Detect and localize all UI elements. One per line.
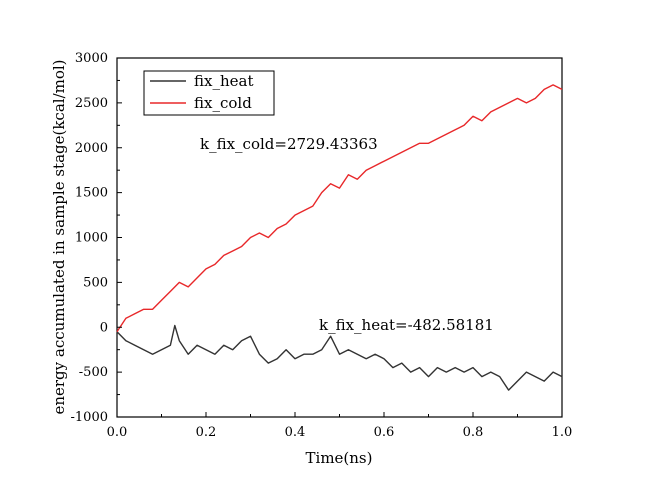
y-tick-label: -500: [79, 365, 108, 380]
series-line-fix-cold: [116, 84, 563, 333]
series-line-fix-heat: [116, 324, 563, 391]
x-axis: 0.0 0.2 0.4 0.6 0.8 1.0: [107, 412, 573, 440]
y-tick-label: 1500: [75, 186, 108, 201]
legend-box: [143, 70, 275, 116]
annotation-fix-cold: k_fix_cold=2729.43363: [200, 135, 378, 153]
x-tick-label: 0.4: [285, 425, 306, 440]
y-axis-label: energy accumulated in sample stage(kcal/…: [50, 59, 68, 414]
y-tick-label: 2500: [75, 96, 108, 111]
annotation-fix-heat: k_fix_heat=-482.58181: [319, 316, 494, 334]
legend-label-fix-heat: fix_heat: [194, 72, 253, 90]
x-tick-label: 0.6: [374, 425, 395, 440]
y-tick-label: 3000: [75, 51, 108, 66]
x-tick-label: 0.2: [196, 425, 217, 440]
y-tick-label: -1000: [71, 410, 108, 425]
x-axis-label: Time(ns): [306, 449, 373, 467]
y-axis: -1000 -500 0 500 1000 1500 2000 2500 3000: [71, 51, 122, 425]
x-tick-label: 1.0: [552, 425, 573, 440]
y-tick-label: 500: [83, 275, 108, 290]
x-tick-label: 0.0: [107, 425, 128, 440]
x-tick-label: 0.8: [463, 425, 484, 440]
y-tick-label: 2000: [75, 141, 108, 156]
y-tick-label: 1000: [75, 231, 108, 246]
legend-label-fix-cold: fix_cold: [194, 94, 252, 112]
legend: fix_heat fix_cold: [143, 70, 275, 116]
y-tick-label: 0: [100, 320, 108, 335]
series-layer: [116, 84, 563, 391]
